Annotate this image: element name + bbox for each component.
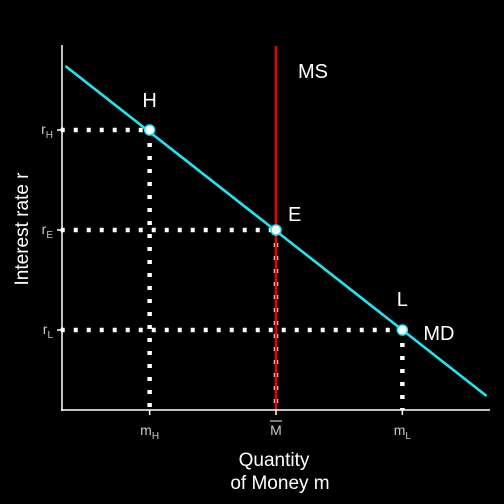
x-axis-title-line-1: Quantity bbox=[239, 450, 310, 471]
y-tick-label-re: rE bbox=[42, 221, 54, 241]
point-l-marker bbox=[396, 324, 409, 336]
x-tick-label-ml: mL bbox=[394, 422, 412, 442]
x-tick-label-m-bar: M bbox=[270, 422, 282, 438]
y-tick-label-rl: rL bbox=[43, 321, 54, 341]
y-tick-label-rh: rH bbox=[41, 121, 53, 141]
y-axis-title: Interest rate r bbox=[12, 172, 33, 286]
point-e-label: E bbox=[288, 204, 301, 226]
points: H E L bbox=[142, 90, 409, 336]
point-h-label: H bbox=[142, 90, 156, 112]
point-l-label: L bbox=[397, 289, 408, 311]
point-h-marker bbox=[143, 124, 156, 136]
x-axis-title-line-2: of Money m bbox=[230, 473, 329, 494]
x-tick-label-mh: mH bbox=[140, 422, 159, 442]
ms-curve-label: MS bbox=[298, 61, 328, 83]
point-e-marker bbox=[270, 224, 282, 236]
md-curve-label: MD bbox=[423, 323, 454, 345]
